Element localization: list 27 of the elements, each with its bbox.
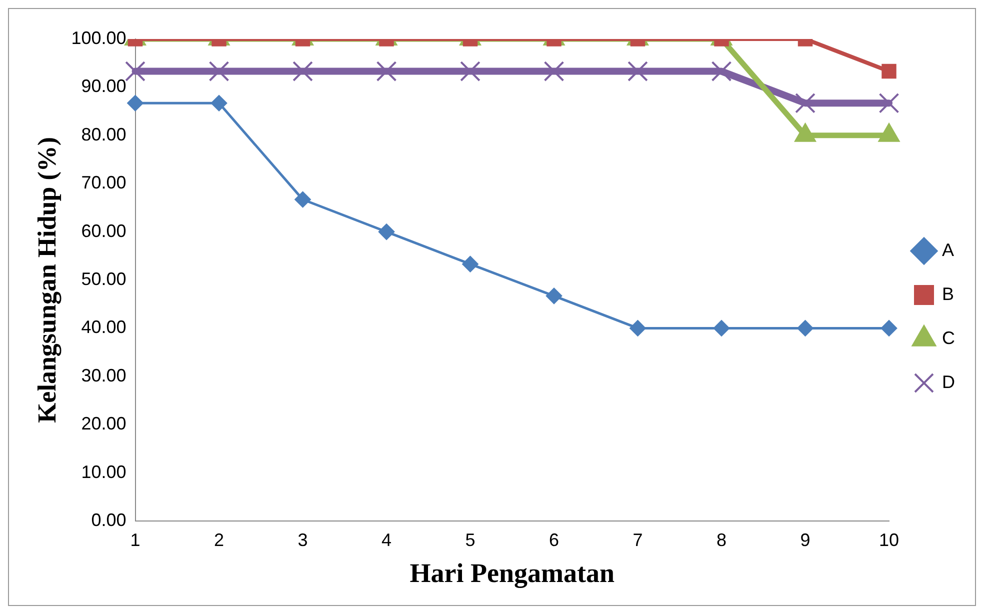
- legend-label: A: [942, 240, 954, 260]
- y-tick-label: 90.00: [81, 76, 126, 96]
- y-tick-label: 40.00: [81, 317, 126, 338]
- y-tick-label: 50.00: [81, 268, 126, 289]
- x-axis-title: Hari Pengamatan: [410, 558, 614, 588]
- y-tick-label: 80.00: [81, 124, 126, 144]
- y-tick-label: 60.00: [81, 220, 126, 241]
- y-tick-label: 20.00: [81, 414, 126, 434]
- x-tick-label: 2: [214, 530, 224, 550]
- x-tick-label: 8: [716, 530, 727, 550]
- x-tick-label: 10: [878, 530, 900, 550]
- x-tick-label: 5: [465, 530, 476, 550]
- x-tick-label: 1: [130, 530, 140, 550]
- x-tick-label: 6: [548, 530, 560, 550]
- legend-label: D: [942, 372, 955, 392]
- x-tick-label: 4: [381, 530, 392, 550]
- y-tick-label: 30.00: [81, 365, 126, 386]
- x-tick-label: 9: [800, 530, 810, 550]
- x-tick-label: 3: [298, 530, 308, 550]
- y-tick-label: 0.00: [91, 510, 126, 530]
- legend-label: C: [942, 328, 955, 348]
- legend-label: B: [942, 284, 954, 304]
- y-tick-label: 100.00: [71, 28, 126, 48]
- y-axis-title: Kelangsungan Hidup (%): [32, 136, 62, 424]
- x-tick-label: 7: [632, 530, 643, 550]
- y-tick-label: 10.00: [81, 462, 126, 482]
- y-tick-label: 70.00: [81, 172, 126, 193]
